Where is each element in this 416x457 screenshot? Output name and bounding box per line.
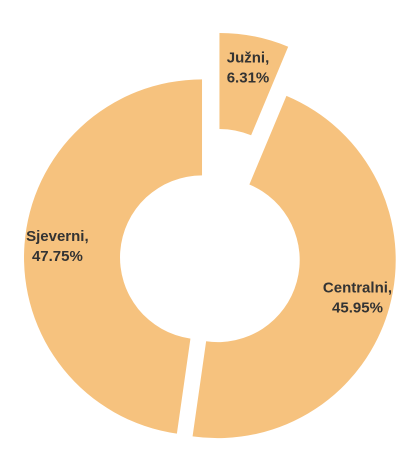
slice-category-label: Sjeverni, (26, 228, 89, 245)
slice-value-label: 47.75% (32, 248, 83, 265)
donut-slice (219, 32, 289, 136)
slice-value-label: 6.31% (227, 70, 270, 87)
donut-slice (192, 95, 396, 439)
donut-slice (24, 79, 203, 434)
slice-category-label: Južni, (227, 50, 270, 67)
slice-value-label: 45.95% (332, 300, 383, 317)
slice-category-label: Centralni, (323, 280, 392, 297)
